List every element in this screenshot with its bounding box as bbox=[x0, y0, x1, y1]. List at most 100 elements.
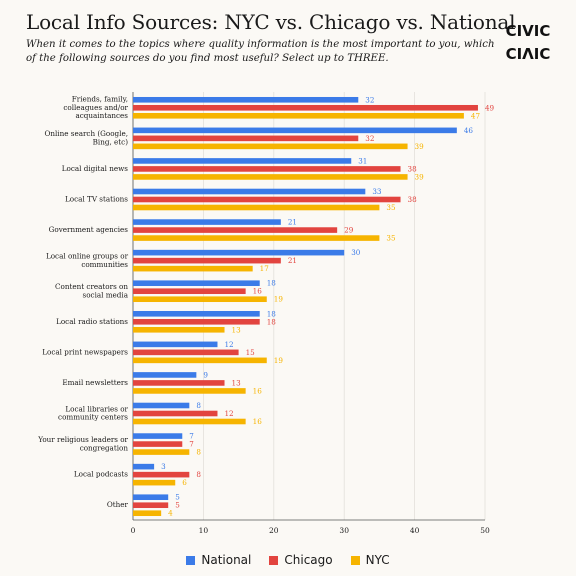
data-label-nyc: 19 bbox=[274, 295, 284, 304]
category-label: colleagues and/or bbox=[63, 103, 128, 112]
data-label-nyc: 47 bbox=[471, 111, 481, 120]
chart-legend: National Chicago NYC bbox=[0, 553, 576, 567]
bar-national bbox=[133, 402, 190, 409]
logo-text-top: CIVIC bbox=[506, 22, 551, 40]
category-label: Local podcasts bbox=[74, 470, 128, 479]
data-label-national: 46 bbox=[464, 126, 474, 135]
data-label-nyc: 4 bbox=[168, 509, 173, 518]
data-label-chicago: 13 bbox=[232, 378, 242, 387]
bar-national bbox=[133, 96, 359, 103]
legend-swatch-national bbox=[186, 555, 196, 565]
bar-national bbox=[133, 463, 155, 470]
data-label-national: 3 bbox=[161, 462, 166, 471]
data-label-chicago: 32 bbox=[365, 134, 374, 143]
bar-chicago bbox=[133, 227, 338, 233]
data-label-chicago: 29 bbox=[344, 226, 354, 235]
category-label: Local radio stations bbox=[56, 317, 128, 326]
legend-swatch-nyc bbox=[350, 555, 360, 565]
data-label-national: 31 bbox=[358, 156, 367, 165]
x-tick-label: 10 bbox=[199, 526, 209, 535]
data-label-national: 8 bbox=[196, 401, 201, 410]
data-label-nyc: 19 bbox=[274, 356, 284, 365]
category-label: Email newsletters bbox=[62, 378, 128, 387]
bar-chicago bbox=[133, 135, 359, 142]
data-label-national: 21 bbox=[288, 218, 297, 227]
data-label-chicago: 38 bbox=[408, 164, 418, 173]
data-label-nyc: 16 bbox=[253, 417, 263, 426]
data-label-national: 5 bbox=[175, 493, 180, 502]
bar-nyc bbox=[133, 479, 176, 486]
category-label: Local digital news bbox=[62, 164, 129, 173]
category-label: Local print newspapers bbox=[42, 347, 128, 356]
category-label: Your religious leaders or bbox=[37, 435, 128, 444]
data-label-chicago: 8 bbox=[196, 470, 201, 479]
x-tick-label: 50 bbox=[480, 526, 490, 535]
data-label-national: 30 bbox=[351, 248, 361, 257]
data-label-national: 18 bbox=[267, 279, 277, 288]
chart-title: Local Info Sources: NYC vs. Chicago vs. … bbox=[26, 10, 516, 34]
bar-national bbox=[133, 280, 260, 287]
bar-nyc bbox=[133, 388, 246, 394]
civic-logo: CIVIC CIVIC bbox=[506, 22, 551, 62]
x-tick-label: 40 bbox=[410, 526, 420, 535]
data-label-chicago: 38 bbox=[408, 195, 418, 204]
data-label-chicago: 21 bbox=[288, 256, 297, 265]
bar-national bbox=[133, 494, 169, 501]
bar-national bbox=[133, 310, 260, 317]
data-label-nyc: 35 bbox=[386, 203, 396, 212]
bar-nyc bbox=[133, 418, 246, 425]
legend-item-national: National bbox=[186, 553, 251, 567]
bar-nyc bbox=[133, 296, 267, 303]
bar-national bbox=[133, 433, 183, 439]
logo-text-mirrored: CIVIC bbox=[506, 44, 551, 62]
category-label: acquaintances bbox=[75, 111, 128, 120]
bar-chicago bbox=[133, 318, 260, 325]
data-label-national: 9 bbox=[203, 370, 208, 379]
data-label-chicago: 15 bbox=[246, 348, 256, 357]
data-label-nyc: 39 bbox=[415, 172, 425, 181]
bar-nyc bbox=[133, 449, 190, 455]
data-label-nyc: 16 bbox=[253, 386, 263, 395]
bar-chicago bbox=[133, 441, 183, 447]
bar-chicago bbox=[133, 104, 478, 111]
bar-nyc bbox=[133, 112, 464, 119]
legend-label-national: National bbox=[201, 553, 252, 567]
data-label-nyc: 13 bbox=[232, 325, 242, 334]
bar-nyc bbox=[133, 510, 162, 517]
bar-national bbox=[133, 219, 281, 225]
bar-chicago bbox=[133, 502, 169, 509]
legend-item-nyc: NYC bbox=[350, 553, 390, 567]
bar-nyc bbox=[133, 235, 380, 241]
bar-chicago bbox=[133, 166, 401, 172]
category-label: Friends, family, bbox=[72, 94, 128, 103]
bar-national bbox=[133, 249, 345, 256]
bar-national bbox=[133, 188, 366, 195]
data-label-national: 32 bbox=[365, 95, 374, 104]
bar-nyc bbox=[133, 174, 408, 180]
bar-national bbox=[133, 158, 352, 164]
legend-swatch-chicago bbox=[269, 555, 279, 565]
bar-chicago bbox=[133, 257, 281, 264]
category-label: Local online groups or bbox=[46, 251, 129, 260]
data-label-chicago: 5 bbox=[175, 501, 180, 510]
bar-nyc bbox=[133, 326, 225, 333]
category-label: Bing, etc) bbox=[93, 138, 129, 147]
data-label-nyc: 35 bbox=[386, 234, 396, 243]
legend-label-chicago: Chicago bbox=[284, 553, 333, 567]
data-label-nyc: 6 bbox=[182, 478, 187, 487]
data-label-chicago: 18 bbox=[267, 317, 277, 326]
bar-chicago bbox=[133, 410, 218, 417]
category-label: congregation bbox=[80, 443, 129, 452]
category-label: social media bbox=[83, 290, 129, 299]
category-label: Local libraries or bbox=[65, 404, 128, 413]
data-label-national: 12 bbox=[224, 340, 233, 349]
bar-chicago bbox=[133, 196, 401, 203]
bar-national bbox=[133, 127, 457, 134]
data-label-nyc: 8 bbox=[196, 448, 201, 457]
bar-national bbox=[133, 341, 218, 348]
data-label-nyc: 17 bbox=[260, 264, 270, 273]
bar-chicago bbox=[133, 380, 225, 386]
category-label: community centers bbox=[58, 413, 128, 422]
data-label-chicago: 16 bbox=[253, 287, 263, 296]
